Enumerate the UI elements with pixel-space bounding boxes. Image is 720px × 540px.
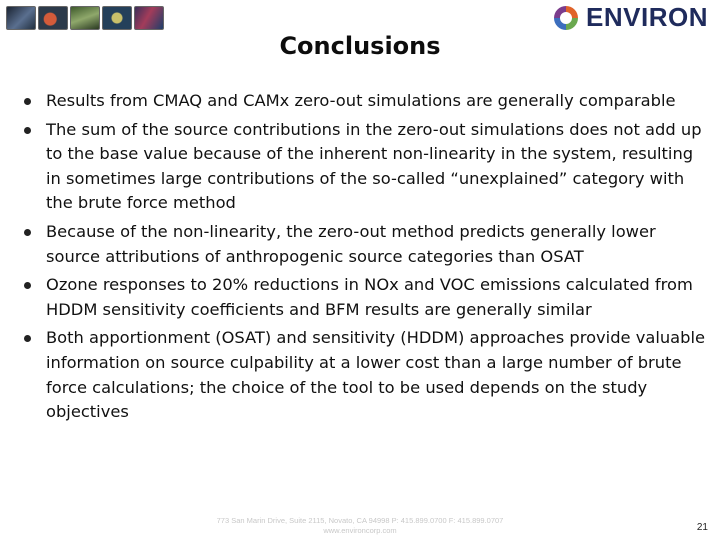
environ-logo-mark-icon: [554, 5, 579, 30]
footer-website: www.environcorp.com: [323, 526, 397, 535]
bullet-list: Results from CMAQ and CAMx zero-out simu…: [22, 89, 712, 429]
bullet-dot-icon: [24, 335, 31, 343]
bullet-dot-icon: [24, 282, 31, 290]
bullet-item: Ozone responses to 20% reductions in NOx…: [22, 273, 712, 322]
footer-address: 773 San Marin Drive, Suite 2115, Novato,…: [190, 516, 530, 536]
page-number: 21: [696, 522, 708, 533]
bullet-dot-icon: [24, 126, 31, 134]
bullet-dot-icon: [24, 228, 31, 236]
thumbnail-image: [134, 6, 164, 30]
bullet-text: Ozone responses to 20% reductions in NOx…: [46, 275, 693, 319]
logo-text: ENVIRON: [586, 2, 708, 32]
footer-address-line: 773 San Marin Drive, Suite 2115, Novato,…: [216, 516, 504, 525]
bullet-text: Both apportionment (OSAT) and sensitivit…: [46, 328, 706, 422]
bullet-item: Both apportionment (OSAT) and sensitivit…: [22, 326, 712, 424]
bullet-item: Results from CMAQ and CAMx zero-out simu…: [22, 89, 712, 114]
thumbnail-image: [102, 6, 132, 30]
bullet-text: Results from CMAQ and CAMx zero-out simu…: [46, 91, 676, 110]
thumbnail-image: [6, 6, 36, 30]
bullet-item: The sum of the source contributions in t…: [22, 118, 712, 216]
thumbnail-image: [70, 6, 100, 30]
header-thumbnails: [6, 6, 164, 30]
environ-logo: ENVIRON: [552, 2, 708, 33]
thumbnail-image: [38, 6, 68, 30]
slide-title: Conclusions: [279, 32, 441, 60]
bullet-text: The sum of the source contributions in t…: [46, 119, 702, 213]
bullet-text: Because of the non-linearity, the zero-o…: [46, 221, 656, 266]
bullet-item: Because of the non-linearity, the zero-o…: [22, 220, 712, 269]
bullet-dot-icon: [24, 98, 31, 105]
